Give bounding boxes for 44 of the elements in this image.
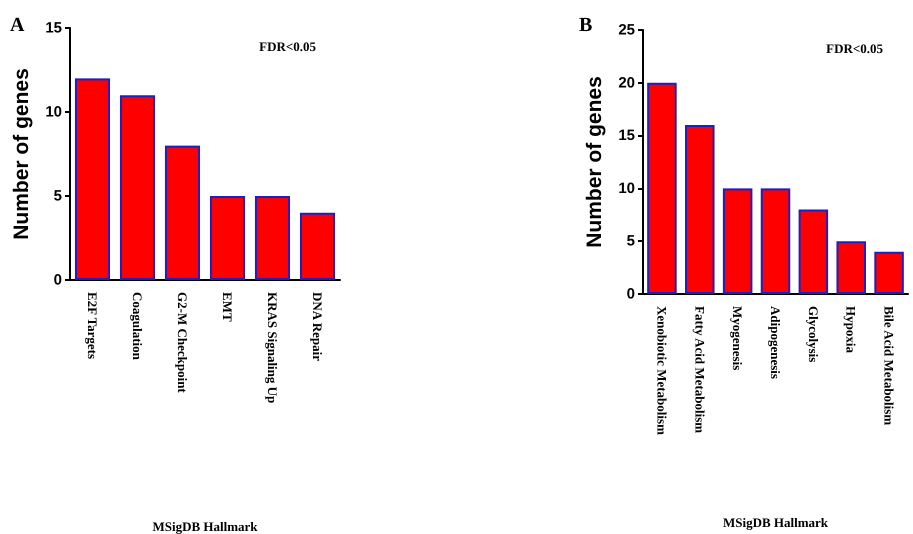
bar (210, 196, 246, 280)
x-tick-label: Bile Acid Metabolism (882, 306, 897, 426)
bar (722, 188, 752, 294)
bar (74, 78, 110, 280)
bar (685, 125, 715, 294)
x-tick-label: Fatty Acid Metabolism (692, 306, 708, 434)
bar (647, 82, 677, 294)
bar (874, 252, 904, 294)
x-tick-label: EMT (220, 292, 235, 322)
bar (798, 210, 828, 294)
x-tick-label: Xenobiotic Metabolism (654, 306, 670, 436)
chart-title: B (579, 14, 592, 36)
bar (300, 212, 336, 280)
bar (164, 146, 200, 280)
x-axis-title: MSigDB Hallmark (152, 519, 258, 534)
y-tick-label: 5 (54, 188, 62, 204)
bar (254, 196, 290, 280)
y-tick-label: 15 (45, 20, 62, 36)
y-tick-label: 20 (618, 74, 635, 92)
annotation: FDR<0.05 (826, 41, 884, 56)
y-tick-label: 25 (618, 22, 635, 38)
x-tick-label: Adipogenesis (768, 306, 783, 379)
bar (836, 241, 866, 294)
y-tick-label: 10 (45, 104, 62, 120)
y-tick-label: 5 (626, 232, 635, 250)
chart-title: A (10, 14, 25, 36)
x-tick-label: G2-M Checkpoint (175, 292, 190, 394)
bar (760, 188, 790, 294)
x-tick-label: E2F Targets (85, 292, 100, 360)
x-tick-label: Coagulation (130, 292, 145, 361)
x-axis-title: MSigDB Hallmark (722, 515, 829, 530)
y-tick-label: 0 (626, 286, 635, 302)
y-tick-label: 10 (618, 180, 635, 197)
y-tick-label: 15 (618, 127, 635, 144)
bar (120, 95, 156, 280)
x-tick-label: Glycolysis (806, 306, 821, 362)
x-tick-label: KRAS Signaling Up (265, 292, 280, 404)
x-tick-label: DNA Repair (310, 292, 325, 362)
annotation: FDR<0.05 (259, 39, 316, 54)
y-tick-label: 0 (54, 272, 62, 288)
x-tick-label: Myogenesis (730, 306, 746, 370)
y-axis-title: Number of genes (10, 68, 33, 240)
y-axis-title: Number of genes (583, 76, 606, 248)
x-tick-label: Hypoxia (844, 306, 859, 354)
